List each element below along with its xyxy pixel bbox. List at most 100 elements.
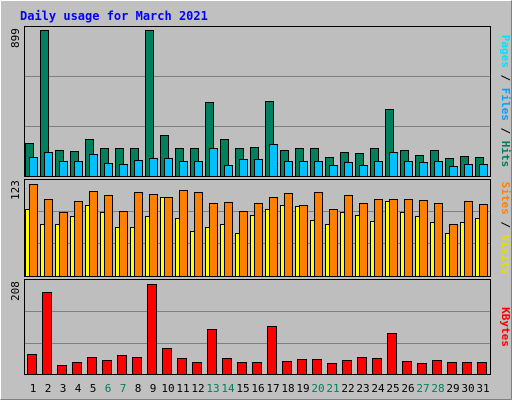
files-bar (119, 164, 128, 177)
day-label: 21 (326, 382, 339, 395)
sites-bar (254, 203, 263, 277)
kbytes-bar (57, 365, 67, 375)
panel-kbytes: 208 KBytes (9, 279, 512, 375)
kbytes-bar (402, 361, 412, 375)
kbytes-bar (177, 358, 187, 375)
sites-bar (209, 203, 218, 277)
day-label: 2 (45, 382, 52, 395)
files-bar (104, 163, 113, 177)
sites-bar (59, 212, 68, 277)
legend-pages: Pages (499, 35, 512, 68)
panel-visits-bars (25, 184, 488, 277)
files-bar (359, 165, 368, 177)
legend-separator: / (499, 75, 512, 82)
sites-bar (329, 209, 338, 277)
panel-kbytes-max-label: 208 (9, 281, 22, 301)
files-bar (224, 165, 233, 177)
day-label: 11 (176, 382, 189, 395)
files-bar (209, 148, 218, 177)
day-label: 10 (161, 382, 174, 395)
sites-bar (104, 195, 113, 277)
files-bar (29, 157, 38, 177)
sites-bar (74, 201, 83, 277)
sites-bar (419, 200, 428, 277)
files-bar (314, 161, 323, 177)
day-label: 29 (446, 382, 459, 395)
panel-kbytes-bars (27, 284, 487, 375)
files-bar (389, 152, 398, 177)
sites-bar (134, 192, 143, 277)
day-label: 12 (191, 382, 204, 395)
day-label: 24 (371, 382, 385, 395)
panel-hits-files-pages: 899 Pages / Files / Hits (9, 26, 512, 177)
files-bar (449, 166, 458, 177)
day-label: 15 (236, 382, 249, 395)
sites-bar (464, 201, 473, 277)
legend-visits: Visits (499, 235, 512, 275)
kbytes-bar (72, 362, 82, 375)
sites-bar (149, 194, 158, 277)
files-bar (329, 165, 338, 177)
files-bar (194, 161, 203, 177)
kbytes-bar (162, 348, 172, 375)
panel-visits-sites: 123 Sites / Visits (9, 179, 512, 277)
kbytes-bar (207, 329, 217, 375)
sites-bar (29, 184, 38, 277)
kbytes-bar (87, 357, 97, 375)
sites-bar (359, 203, 368, 277)
sites-bar (344, 195, 353, 277)
files-bar (44, 152, 53, 177)
files-bar (269, 144, 278, 177)
sites-bar (284, 193, 293, 277)
sites-bar (194, 192, 203, 277)
sites-bar (44, 199, 53, 277)
sites-bar (224, 202, 233, 277)
kbytes-bar (222, 358, 232, 375)
day-label: 27 (416, 382, 429, 395)
files-bar (434, 161, 443, 177)
day-label: 3 (60, 382, 67, 395)
files-bar (254, 159, 263, 177)
day-label: 16 (251, 382, 264, 395)
sites-bar (164, 197, 173, 277)
chart-title: Daily usage for March 2021 (20, 9, 208, 23)
files-bar (479, 164, 488, 177)
day-label: 23 (356, 382, 369, 395)
day-label: 6 (105, 382, 112, 395)
sites-bar (389, 199, 398, 277)
kbytes-bar (372, 358, 382, 375)
day-label: 22 (341, 382, 354, 395)
kbytes-bar (237, 362, 247, 375)
day-label: 18 (281, 382, 294, 395)
sites-bar (89, 191, 98, 277)
day-label: 1 (30, 382, 37, 395)
kbytes-bar (282, 361, 292, 375)
sites-bar (314, 192, 323, 277)
day-label: 20 (311, 382, 324, 395)
kbytes-bar (342, 360, 352, 375)
day-label: 8 (135, 382, 142, 395)
sites-bar (449, 224, 458, 277)
day-label: 25 (386, 382, 399, 395)
day-label: 4 (75, 382, 82, 395)
kbytes-bar (132, 357, 142, 375)
day-label: 7 (120, 382, 127, 395)
files-bar (179, 161, 188, 177)
legend-kbytes: KBytes (499, 307, 512, 347)
svg-text:Pages / Files: Pages / Files / Hits (499, 35, 512, 168)
panel-visits-legend: Sites / Visits (499, 182, 512, 275)
day-label: 9 (150, 382, 157, 395)
kbytes-bar (357, 357, 367, 375)
sites-bar (179, 190, 188, 277)
kbytes-bar (462, 362, 472, 375)
day-label: 17 (266, 382, 279, 395)
panel-kbytes-plot-area (24, 279, 491, 375)
sites-bar (434, 203, 443, 277)
sites-bar (374, 199, 383, 277)
files-bar (239, 159, 248, 177)
day-label: 30 (461, 382, 474, 395)
kbytes-bar (192, 362, 202, 375)
files-bar (299, 161, 308, 177)
legend-sites: Sites (499, 182, 512, 215)
